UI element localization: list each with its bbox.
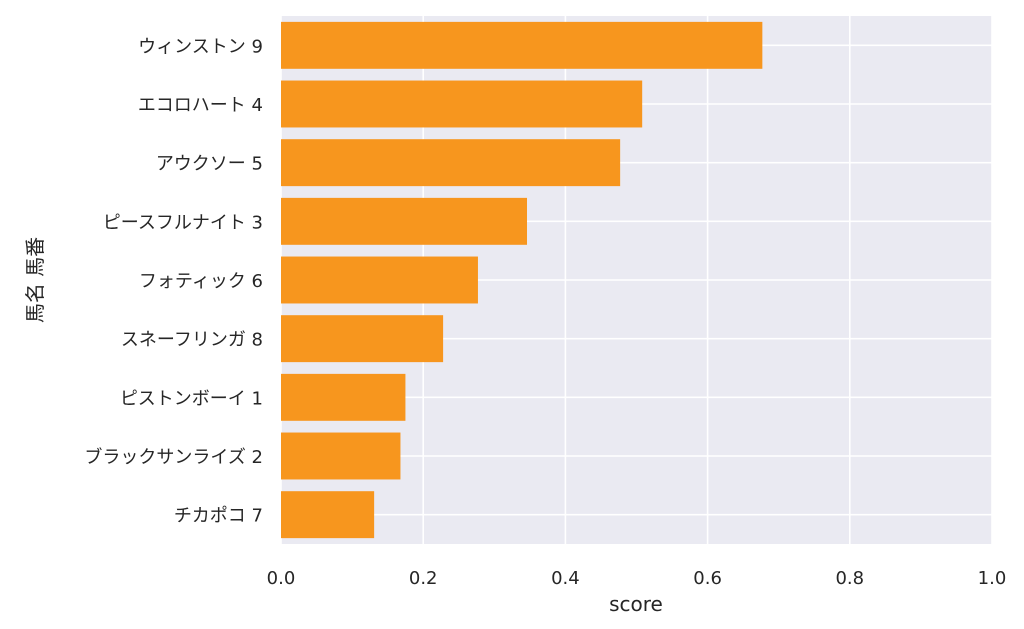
bar <box>281 197 528 245</box>
x-axis-title: score <box>609 592 663 616</box>
x-tick-label: 0.4 <box>551 568 580 589</box>
bar-group <box>281 21 763 539</box>
y-tick-label: エコロハート 4 <box>138 95 263 116</box>
bar <box>281 491 375 539</box>
bar <box>281 80 643 128</box>
y-tick-label: スネーフリンガ 8 <box>121 330 263 351</box>
bar <box>281 21 763 69</box>
y-tick-label: フォティック 6 <box>139 271 263 292</box>
bar <box>281 432 401 480</box>
y-tick-label: アウクソー 5 <box>156 154 263 175</box>
y-tick-labels: ウィンストン 9 エコロハート 4 アウクソー 5 ピースフルナイト 3 フォティック … <box>84 36 263 526</box>
x-tick-label: 1.0 <box>978 568 1007 589</box>
y-tick-label: ウィンストン 9 <box>138 36 263 57</box>
y-tick-label: ブラックサンライズ 2 <box>84 446 263 468</box>
x-tick-label: 0.2 <box>409 568 438 589</box>
y-tick-label: ピースフルナイト 3 <box>103 212 263 233</box>
bar <box>281 139 621 187</box>
y-axis-title: 馬名 馬番 <box>23 237 47 323</box>
x-tick-labels: 0.0 0.2 0.4 0.6 0.8 1.0 <box>267 568 1007 589</box>
bar <box>281 256 478 304</box>
x-tick-label: 0.8 <box>835 568 864 589</box>
y-tick-label: ピストンボーイ 1 <box>120 388 263 409</box>
bar <box>281 373 406 421</box>
bar <box>281 315 444 363</box>
y-tick-label: チカポコ 7 <box>174 506 263 527</box>
x-tick-label: 0.6 <box>693 568 722 589</box>
x-tick-label: 0.0 <box>267 568 296 589</box>
